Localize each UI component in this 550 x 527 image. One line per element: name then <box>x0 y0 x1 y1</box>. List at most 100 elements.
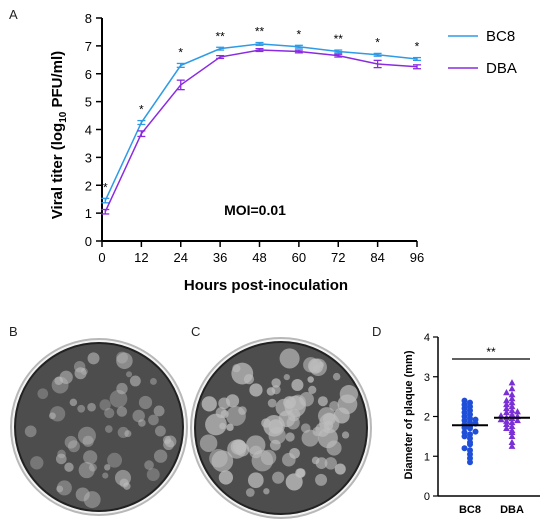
series-line-dba <box>104 49 418 213</box>
data-point-dba <box>503 400 510 408</box>
error-bar-dba <box>137 130 146 138</box>
error-bar-dba <box>255 48 264 53</box>
plaque <box>199 434 218 452</box>
plaque <box>308 385 317 394</box>
plaque <box>88 463 97 472</box>
y-tick-label-d: 3 <box>424 372 430 384</box>
data-point-bc8 <box>461 445 468 452</box>
y-tick-label-a: 6 <box>85 67 92 82</box>
plaque <box>83 450 98 465</box>
plaque <box>87 352 100 365</box>
plaque <box>300 423 311 433</box>
y-tick-label-d: 0 <box>424 491 430 503</box>
panel-label-c: C <box>191 324 200 339</box>
x-category-label-d: BC8 <box>459 504 481 516</box>
data-point-dba <box>503 397 510 404</box>
significance-mark-a: ** <box>334 32 344 46</box>
plaque <box>30 456 44 470</box>
panel-label-b: B <box>9 324 18 339</box>
plaque <box>291 378 304 392</box>
plaque <box>238 406 247 415</box>
y-tick-label-d: 2 <box>424 412 430 424</box>
plaque <box>267 398 277 408</box>
x-tick-label-a: 36 <box>213 250 227 265</box>
plaque <box>308 358 324 374</box>
plaque <box>116 382 128 395</box>
plaque <box>339 384 359 404</box>
data-point-dba <box>508 379 516 386</box>
x-tick-label-a: 84 <box>370 250 384 265</box>
plaque <box>116 352 133 370</box>
data-point-bc8 <box>461 429 468 436</box>
error-bar-dba <box>294 49 303 54</box>
plaque <box>48 412 56 420</box>
plaque <box>315 473 328 486</box>
plaque <box>109 389 128 408</box>
plaque <box>263 415 285 437</box>
plaque <box>144 460 154 470</box>
plaque <box>279 348 300 369</box>
y-tick-label-a: 0 <box>85 234 92 249</box>
data-point-dba <box>508 406 516 414</box>
plaque <box>24 425 37 438</box>
data-point-dba <box>508 442 516 449</box>
plaque <box>271 385 281 395</box>
y-tick-label-a: 7 <box>85 39 92 54</box>
plaque <box>150 378 157 385</box>
significance-mark-a: ** <box>215 29 225 43</box>
plaque <box>269 439 281 451</box>
data-point-dba <box>503 404 510 412</box>
plaque <box>59 370 73 384</box>
y-tick-label-d: 1 <box>424 451 430 463</box>
plaque <box>148 414 159 426</box>
plaque <box>341 431 350 439</box>
data-point-dba <box>508 402 516 410</box>
growth-curve-chart: Viral titer (log10 PFU/ml) Hours post-in… <box>49 11 517 294</box>
plaque <box>153 405 165 417</box>
y-tick-label-d: 4 <box>424 332 430 344</box>
y-tick-label-a: 2 <box>85 178 92 193</box>
legend-label-bc8: BC8 <box>486 28 515 45</box>
plaque <box>104 464 111 471</box>
plaque <box>64 435 78 449</box>
data-point-bc8 <box>467 399 473 406</box>
x-category-label-d: DBA <box>500 504 524 516</box>
x-axis-title-a: Hours post-inoculation <box>184 277 348 294</box>
plaque <box>129 375 141 387</box>
plaque <box>78 462 95 479</box>
plaque <box>116 351 129 364</box>
plaque <box>64 462 74 472</box>
error-bar-bc8 <box>101 197 110 204</box>
error-bar-dba <box>413 64 421 70</box>
plaque <box>55 453 67 465</box>
plaque <box>282 452 296 467</box>
data-point-dba <box>508 426 516 434</box>
plaque <box>57 449 66 459</box>
x-tick-label-a: 24 <box>174 250 188 265</box>
plaque <box>153 449 168 463</box>
plaque <box>218 397 231 410</box>
plaque <box>285 432 295 442</box>
plaque <box>296 468 306 478</box>
plaque <box>56 480 72 496</box>
plaque <box>283 374 290 381</box>
plaque <box>201 396 217 412</box>
data-point-dba <box>508 385 516 392</box>
plaque-dish-dba <box>190 337 372 519</box>
plaque <box>49 406 66 422</box>
plaque <box>272 471 285 484</box>
plaque <box>77 404 86 413</box>
panel-label-a: A <box>9 7 18 22</box>
plaque <box>132 409 145 423</box>
plaque <box>138 419 146 427</box>
x-tick-label-a: 48 <box>252 250 266 265</box>
significance-mark-a: * <box>103 180 108 194</box>
plaque <box>56 485 64 493</box>
data-point-dba <box>508 422 516 430</box>
error-bar-dba <box>101 208 110 215</box>
significance-mark-d: ** <box>486 345 496 359</box>
data-point-bc8 <box>461 397 468 404</box>
error-bar-bc8 <box>334 49 343 54</box>
x-tick-label-a: 12 <box>134 250 148 265</box>
plaque-dish-bc8 <box>10 338 188 516</box>
